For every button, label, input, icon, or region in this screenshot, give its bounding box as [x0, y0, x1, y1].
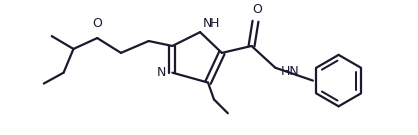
- Text: O: O: [92, 17, 102, 30]
- Text: H: H: [210, 17, 219, 30]
- Text: N: N: [203, 17, 212, 30]
- Text: N: N: [157, 66, 166, 79]
- Text: O: O: [252, 3, 263, 16]
- Text: HN: HN: [281, 65, 300, 78]
